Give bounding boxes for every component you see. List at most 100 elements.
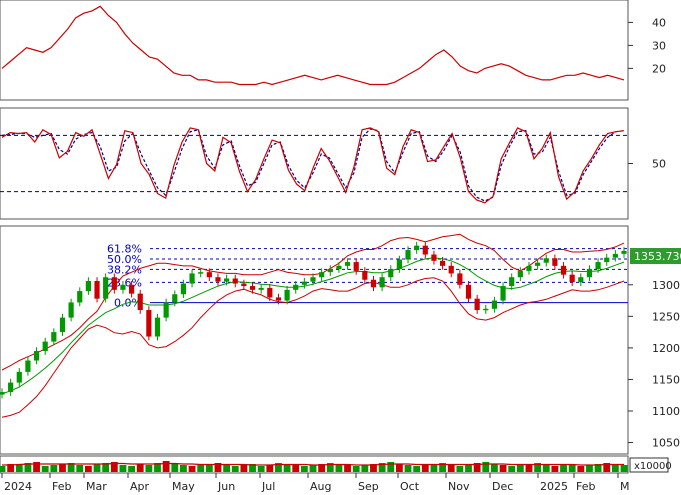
- candle-body: [422, 245, 428, 255]
- volume-bar: [110, 462, 118, 472]
- x-tick-label: 2025: [540, 480, 568, 493]
- candle-body: [414, 245, 420, 251]
- candle-body: [310, 277, 316, 282]
- volume-bar: [421, 465, 429, 472]
- volume-bar: [67, 463, 75, 472]
- candle-body: [379, 277, 385, 288]
- volume-unit-label: x10000: [634, 461, 672, 472]
- volume-bar: [344, 465, 351, 472]
- candle-body: [457, 273, 463, 285]
- x-tick-label: Aug: [310, 480, 331, 493]
- adx-tick-label: 20: [652, 62, 666, 75]
- adx-line: [1, 5, 625, 86]
- volume-bar: [50, 465, 58, 472]
- price-tick-label: 1100: [652, 405, 680, 418]
- volume-bar: [223, 465, 231, 472]
- volume-bar: [499, 465, 507, 472]
- volume-bar: [456, 466, 464, 472]
- volume-bar: [154, 463, 161, 472]
- candle-body: [172, 294, 178, 303]
- candle-body: [500, 286, 506, 301]
- x-tick-label: Dec: [492, 480, 513, 493]
- candle-body: [77, 291, 83, 303]
- volume-bar: [551, 466, 559, 472]
- fibonacci-label: 38.2%: [107, 263, 142, 276]
- candle-body: [293, 284, 299, 290]
- volume-bar: [292, 465, 300, 472]
- volume-bar: [102, 463, 110, 472]
- volume-bar: [568, 465, 576, 472]
- candle-body: [51, 332, 57, 342]
- x-tick-label: Feb: [52, 480, 71, 493]
- last-price-tag-background: [630, 248, 681, 264]
- volume-bar: [439, 463, 446, 472]
- candle-body: [111, 277, 117, 290]
- candle-body: [198, 272, 204, 274]
- volume-bar: [15, 465, 23, 472]
- candle-body: [552, 258, 558, 266]
- volume-bar: [594, 464, 602, 472]
- candle-body: [612, 253, 618, 258]
- candle-body: [431, 254, 437, 261]
- x-tick-label: Oct: [400, 480, 420, 493]
- volume-bar: [136, 464, 144, 472]
- stochastic-axis: 50: [628, 158, 666, 171]
- volume-bar: [534, 463, 542, 472]
- candle-body: [543, 258, 549, 263]
- candle-body: [146, 310, 152, 337]
- volume-bar: [231, 466, 239, 472]
- volume-bar: [188, 466, 196, 472]
- candle-body: [535, 262, 541, 266]
- price-tick-label: 1050: [652, 437, 680, 450]
- candle-body: [353, 262, 359, 271]
- volume-bar: [465, 464, 472, 472]
- candle-body: [215, 277, 221, 282]
- candle-body: [249, 286, 256, 290]
- volume-bar: [318, 464, 326, 472]
- volume-bar: [240, 465, 248, 472]
- volume-bar: [326, 463, 334, 472]
- x-tick-label: Mar: [86, 480, 107, 493]
- volume-bar: [0, 466, 6, 472]
- candle-body: [319, 272, 325, 278]
- stochastic-k-line: [1, 127, 625, 204]
- candle-body: [362, 270, 368, 280]
- volume-bar: [309, 465, 317, 472]
- x-axis: 2024 Feb Mar Apr May Jun Jul Aug Sep Oct Nov Dec 202…: [1, 473, 630, 493]
- stochastic-panel: 50: [0, 107, 666, 220]
- candle-body: [224, 278, 230, 282]
- volume-bar: [41, 466, 49, 472]
- candle-body: [8, 382, 14, 393]
- candle-body: [327, 269, 333, 273]
- candle-body: [68, 302, 74, 318]
- x-tick-label: 2024: [4, 480, 32, 493]
- volume-bar: [59, 464, 66, 472]
- volume-bar: [275, 463, 282, 472]
- candle-body: [578, 277, 584, 283]
- volume-bar: [214, 463, 222, 472]
- volume-bar: [162, 461, 170, 472]
- volume-bar: [197, 465, 205, 472]
- candle-body: [370, 279, 377, 288]
- candle-body: [16, 371, 22, 383]
- volume-panel: x10000: [0, 455, 672, 474]
- candle-body: [526, 265, 532, 271]
- x-tick-label: Apr: [130, 480, 150, 493]
- volume-bar: [266, 465, 274, 472]
- volume-bar: [430, 464, 438, 472]
- candle-body: [25, 360, 31, 372]
- price-panel-frame: [0, 225, 629, 455]
- candle-body: [154, 317, 161, 337]
- candle-body: [604, 257, 610, 263]
- candle-body: [388, 269, 394, 278]
- volume-bar: [395, 464, 403, 472]
- volume-bar: [76, 465, 84, 472]
- candle-body: [189, 273, 195, 284]
- bollinger-lower-band: [1, 277, 625, 418]
- volume-bar: [171, 464, 179, 472]
- last-price-label: 1353.730: [634, 250, 681, 263]
- x-tick-label: Feb: [576, 480, 595, 493]
- volume-bar: [404, 465, 412, 472]
- volume-bar: [482, 462, 490, 472]
